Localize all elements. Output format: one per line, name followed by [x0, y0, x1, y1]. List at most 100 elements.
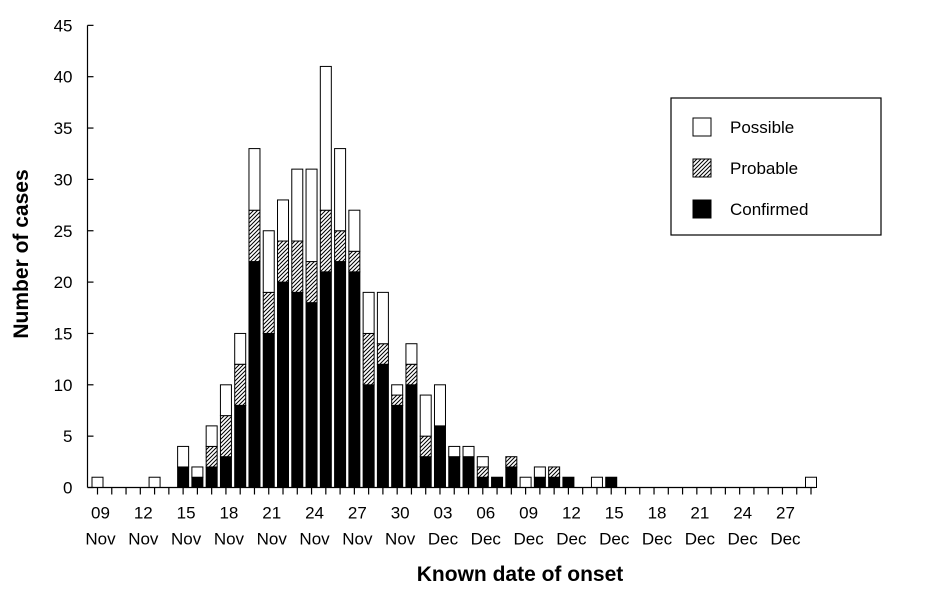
bar-possible-21-nov: [262, 230, 275, 293]
bar-possible-03-dec: [433, 384, 446, 427]
bar-probable-02-dec: [419, 435, 432, 458]
bar-probable-27-nov: [348, 250, 361, 273]
bar-probable-30-nov: [391, 394, 404, 406]
x-tick-label-month: Dec: [770, 530, 801, 549]
legend-label-possible: Possible: [730, 118, 794, 137]
bar-possible-09-nov: [91, 476, 104, 489]
x-tick-label-day: 15: [177, 504, 196, 523]
bar-probable-08-dec: [505, 456, 518, 468]
x-tick-label-month: Nov: [385, 530, 416, 549]
bar-probable-28-nov: [362, 332, 375, 386]
bar-probable-20-nov: [248, 209, 261, 263]
bar-confirmed-12-dec: [562, 476, 575, 489]
bar-probable-23-nov: [291, 240, 304, 293]
bar-confirmed-05-dec: [462, 456, 475, 489]
x-tick-label-day: 24: [733, 504, 752, 523]
bar-possible-22-nov: [277, 199, 290, 242]
bar-possible-28-nov: [362, 291, 375, 334]
bar-confirmed-16-nov: [191, 476, 204, 489]
bar-possible-16-nov: [191, 466, 204, 478]
bar-confirmed-30-nov: [391, 404, 404, 488]
bar-probable-19-nov: [234, 363, 247, 406]
x-tick-label-day: 21: [262, 504, 281, 523]
bar-confirmed-20-nov: [248, 261, 261, 488]
bar-possible-27-nov: [348, 209, 361, 252]
bar-confirmed-22-nov: [277, 281, 290, 488]
bar-possible-01-dec: [405, 343, 418, 365]
bar-confirmed-19-nov: [234, 404, 247, 488]
x-tick-label-day: 24: [305, 504, 324, 523]
bar-possible-29-nov: [376, 291, 389, 345]
bar-possible-20-nov: [248, 148, 261, 211]
x-tick-label-month: Dec: [599, 530, 630, 549]
bar-possible-05-dec: [462, 445, 475, 458]
x-tick-label-month: Dec: [685, 530, 716, 549]
bar-confirmed-06-dec: [476, 476, 489, 489]
x-tick-label-month: Dec: [513, 530, 544, 549]
x-tick-label-month: Nov: [342, 530, 373, 549]
x-tick-label-day: 12: [134, 504, 153, 523]
x-tick-label-day: 21: [690, 504, 709, 523]
y-tick-label: 0: [63, 479, 72, 498]
bar-confirmed-23-nov: [291, 291, 304, 488]
x-tick-label-day: 18: [648, 504, 667, 523]
bar-confirmed-15-dec: [605, 476, 618, 489]
bar-confirmed-02-dec: [419, 456, 432, 489]
bar-confirmed-25-nov: [319, 271, 332, 488]
legend-label-probable: Probable: [730, 159, 798, 178]
bar-possible-24-nov: [305, 168, 318, 263]
y-tick-label: 15: [54, 324, 73, 343]
bar-probable-11-dec: [548, 466, 561, 478]
bar-possible-19-nov: [234, 332, 247, 365]
x-tick-label-day: 27: [776, 504, 795, 523]
y-tick-label: 45: [54, 16, 73, 35]
bar-possible-09-dec: [519, 476, 532, 489]
y-tick-label: 40: [54, 68, 73, 87]
axes-layer: 0 5 10 15 20 25 30 35 40 45 09 Nov 12 Nov 15 Nov 18 Nov 21…: [54, 16, 815, 549]
bar-probable-26-nov: [334, 230, 347, 263]
legend: Possible Probable Confirmed: [670, 97, 882, 236]
bar-confirmed-27-nov: [348, 271, 361, 488]
bar-possible-30-nov: [391, 384, 404, 396]
legend-swatch-probable: [692, 158, 712, 178]
legend-swatch-confirmed: [692, 199, 712, 219]
bar-confirmed-15-nov: [177, 466, 190, 488]
bar-probable-06-dec: [476, 466, 489, 478]
bar-possible-26-nov: [334, 148, 347, 232]
bar-probable-18-nov: [219, 415, 232, 458]
bar-probable-25-nov: [319, 209, 332, 273]
x-tick-label-month: Dec: [642, 530, 673, 549]
bar-probable-21-nov: [262, 291, 275, 334]
y-tick-label: 10: [54, 376, 73, 395]
x-tick-label-day: 09: [91, 504, 110, 523]
bar-probable-17-nov: [205, 445, 218, 468]
y-tick-label: 30: [54, 170, 73, 189]
bar-possible-10-dec: [533, 466, 546, 478]
bar-possible-06-dec: [476, 456, 489, 468]
bar-confirmed-17-nov: [205, 466, 218, 488]
bars-layer: [91, 65, 817, 489]
x-tick-label-month: Nov: [299, 530, 330, 549]
bar-confirmed-08-dec: [505, 466, 518, 488]
bar-possible-29-dec: [805, 476, 817, 489]
x-tick-label-month: Nov: [257, 530, 288, 549]
y-tick-label: 25: [54, 222, 73, 241]
bar-possible-25-nov: [319, 65, 332, 211]
x-tick-label-day: 27: [348, 504, 367, 523]
x-axis-title: Known date of onset: [417, 563, 624, 586]
x-tick-label-day: 06: [476, 504, 495, 523]
x-tick-label-month: Nov: [214, 530, 245, 549]
legend-label-confirmed: Confirmed: [730, 200, 808, 219]
x-tick-label-month: Dec: [428, 530, 459, 549]
bar-possible-17-nov: [205, 425, 218, 447]
bar-confirmed-01-dec: [405, 384, 418, 488]
bar-probable-29-nov: [376, 343, 389, 365]
x-tick-label-month: Nov: [85, 530, 116, 549]
bar-confirmed-21-nov: [262, 332, 275, 489]
x-tick-label-month: Dec: [556, 530, 587, 549]
bar-possible-15-nov: [177, 445, 190, 468]
bar-confirmed-11-dec: [548, 476, 561, 489]
bar-possible-23-nov: [291, 168, 304, 242]
bar-confirmed-26-nov: [334, 261, 347, 488]
